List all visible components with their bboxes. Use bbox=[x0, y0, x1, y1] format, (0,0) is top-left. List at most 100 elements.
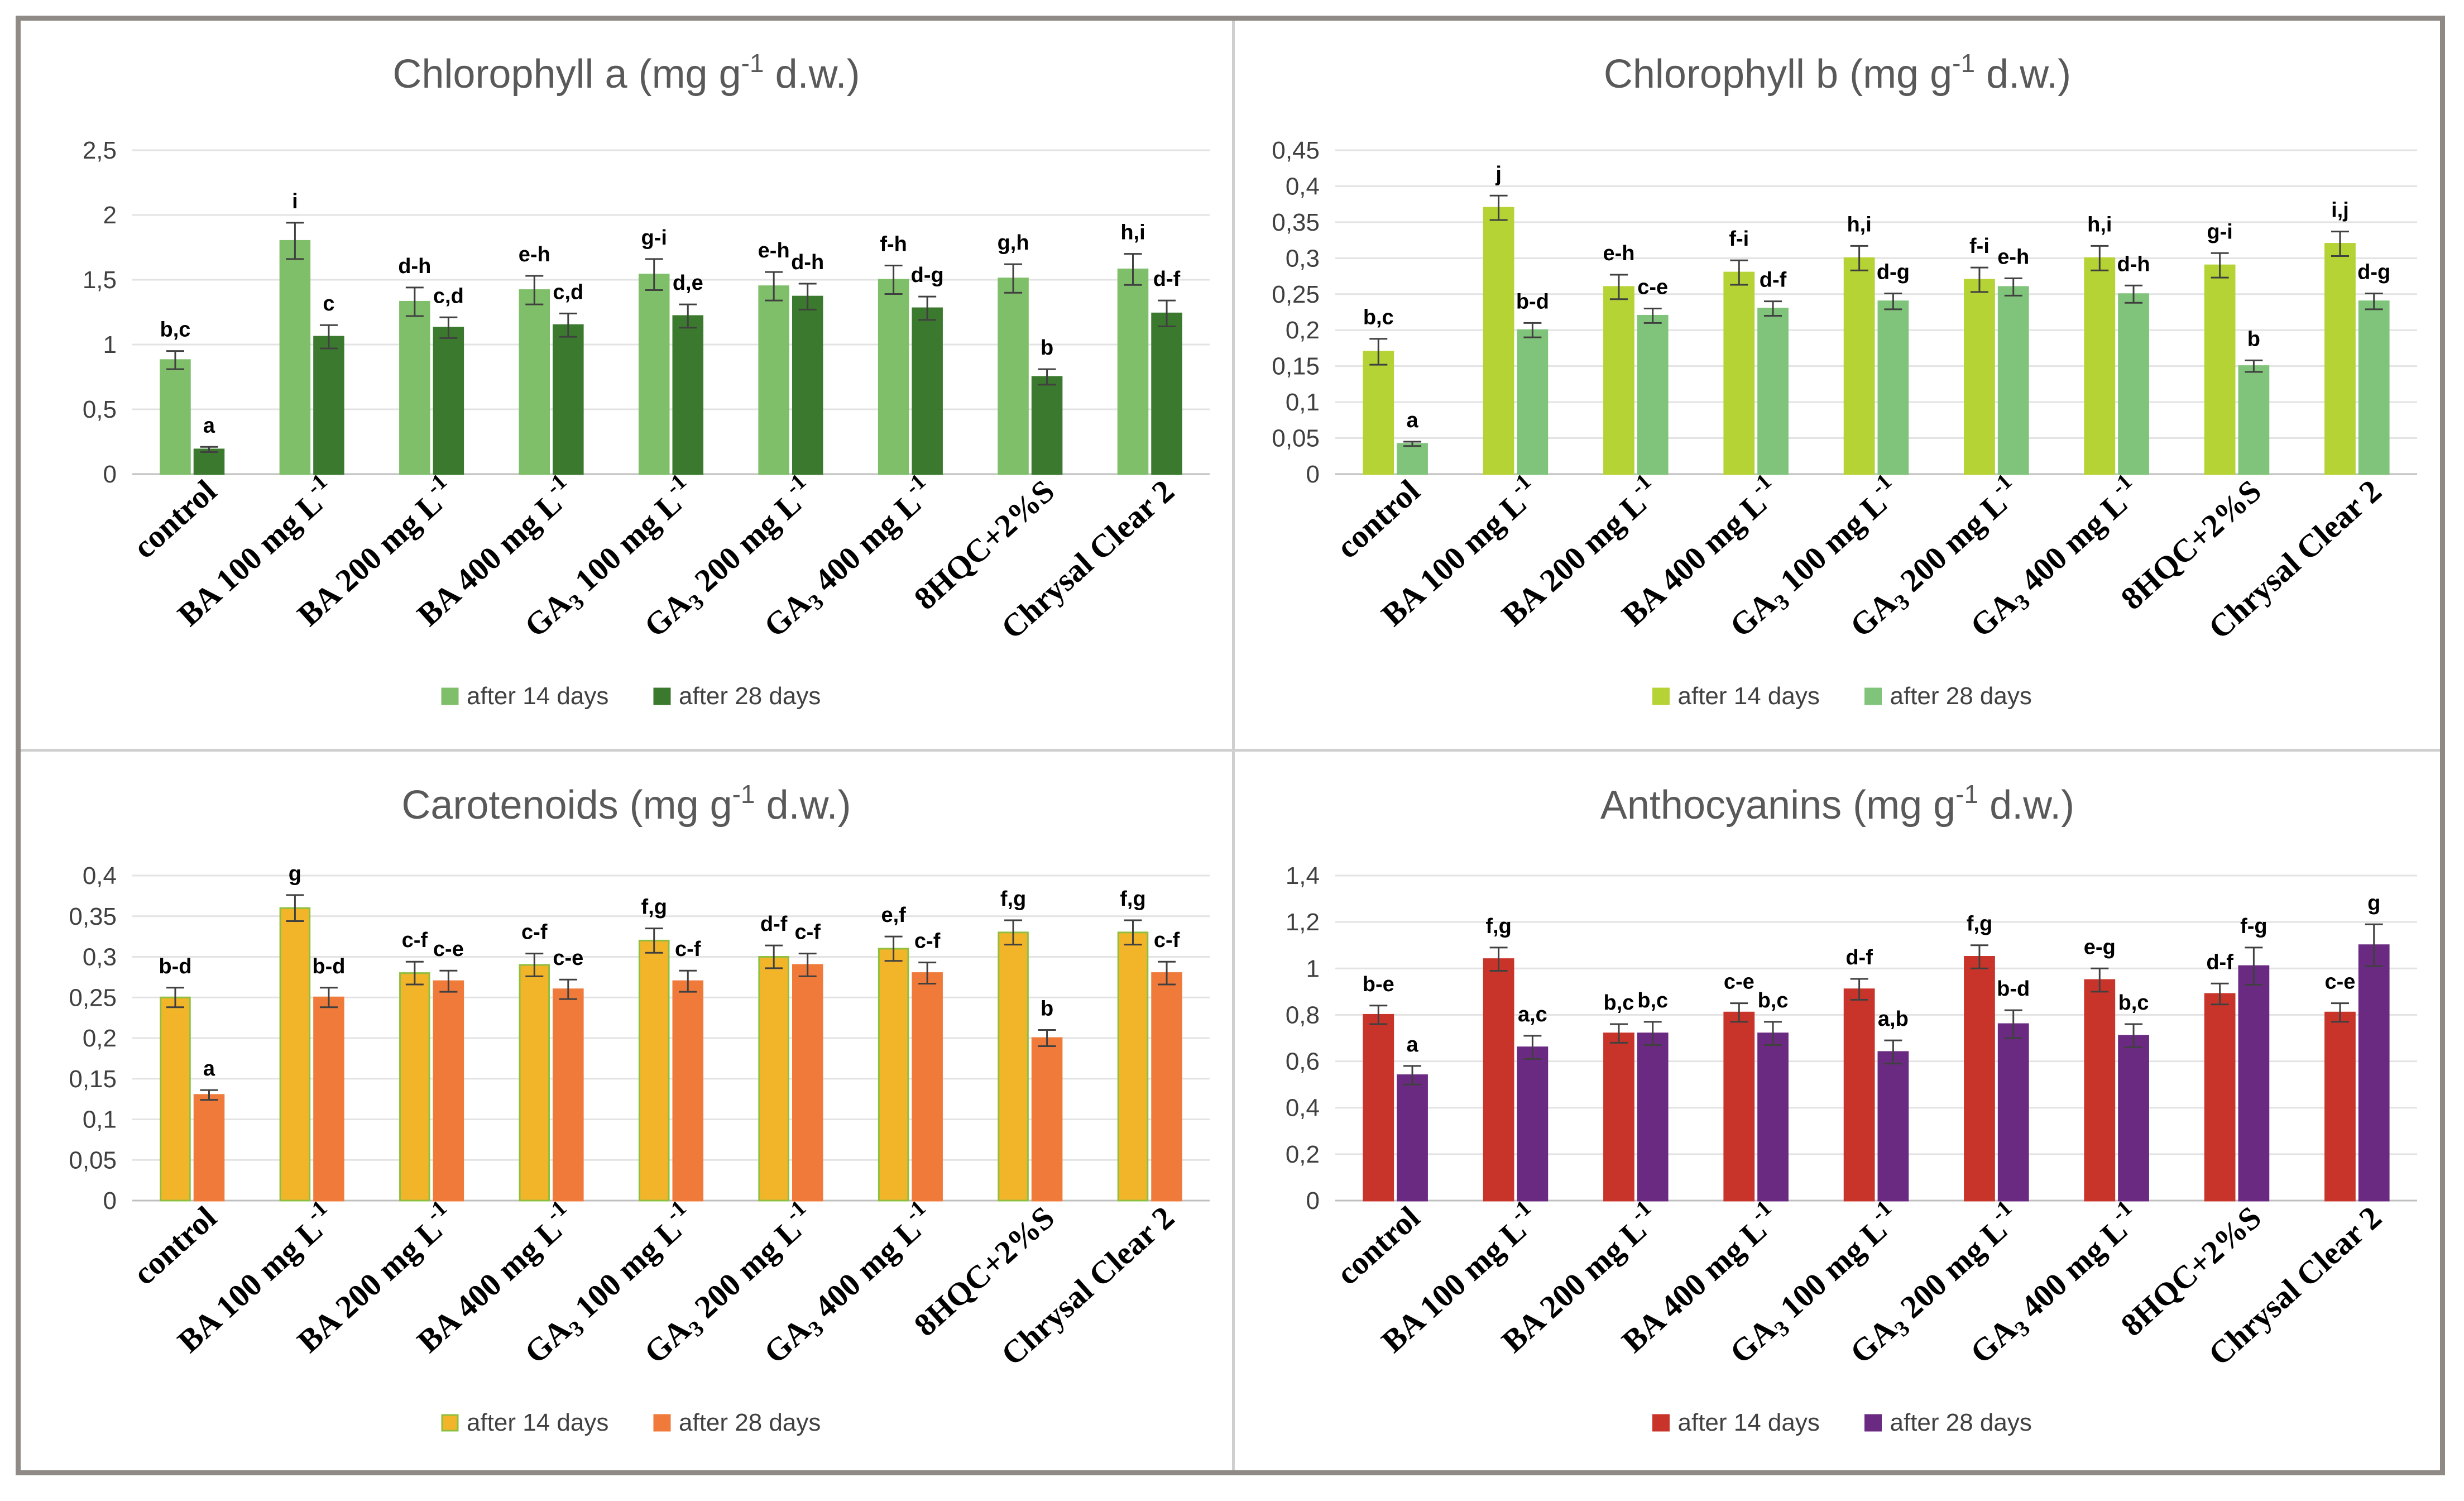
bar-14d bbox=[638, 274, 670, 475]
significance-label: c bbox=[323, 292, 334, 316]
significance-label: i bbox=[292, 190, 298, 213]
bar-28d bbox=[2358, 944, 2390, 1202]
significance-label: h,i bbox=[1847, 213, 1871, 236]
significance-label: c-f bbox=[675, 938, 701, 961]
category-label: control bbox=[1329, 1199, 1426, 1292]
chart-carotenoids: Carotenoids (mg g-1 d.w.) 0 0,05 0,1 0,15 0,2… bbox=[69, 780, 1210, 1436]
y-tick-label: 0,25 bbox=[1272, 281, 1320, 308]
legend-label: after 14 days bbox=[1678, 682, 1820, 710]
significance-label: f-g bbox=[2240, 915, 2268, 938]
bar-28d bbox=[1151, 312, 1182, 475]
y-tick-label: 0,15 bbox=[69, 1065, 117, 1093]
significance-label: b-e bbox=[1363, 973, 1394, 996]
y-tick-label: 0,35 bbox=[1272, 209, 1320, 236]
chart-title: Anthocyanins (mg g-1 d.w.) bbox=[1600, 780, 2074, 828]
bar-14d bbox=[758, 956, 789, 1202]
y-tick-label: 0,6 bbox=[1286, 1048, 1320, 1075]
significance-label: d-h bbox=[791, 251, 824, 274]
legend-swatch bbox=[653, 687, 671, 705]
y-tick-label: 0,5 bbox=[83, 396, 117, 423]
bar-28d bbox=[1997, 286, 2029, 475]
bar-28d bbox=[1031, 1037, 1063, 1202]
significance-label: g bbox=[2367, 891, 2380, 915]
significance-label: e-h bbox=[519, 243, 550, 266]
y-tick-label: 0,25 bbox=[69, 984, 117, 1011]
bar-14d bbox=[2204, 993, 2236, 1202]
category-label: control bbox=[126, 472, 223, 565]
bar-14d bbox=[878, 948, 909, 1202]
bar-28d bbox=[1151, 972, 1182, 1202]
bar-14d bbox=[1723, 1011, 1755, 1202]
bar-14d bbox=[1483, 207, 1514, 475]
bar-28d bbox=[792, 295, 823, 475]
bar-28d bbox=[672, 980, 704, 1202]
significance-label: b-d bbox=[312, 955, 345, 978]
bar-14d bbox=[1964, 956, 1995, 1202]
y-tick-label: 1,5 bbox=[83, 266, 117, 294]
significance-label: a bbox=[1406, 409, 1418, 432]
significance-label: f-i bbox=[1969, 235, 1990, 258]
bar-14d bbox=[2084, 257, 2116, 475]
bar-14d bbox=[160, 996, 191, 1202]
bar-28d bbox=[1637, 1032, 1669, 1202]
significance-label: b-d bbox=[1516, 290, 1549, 313]
bar-28d bbox=[433, 980, 464, 1202]
legend-swatch bbox=[1864, 687, 1882, 705]
significance-label: f-h bbox=[880, 232, 907, 256]
bar-14d bbox=[279, 240, 311, 475]
chart-title: Chlorophyll a (mg g-1 d.w.) bbox=[392, 49, 860, 97]
significance-label: c-e bbox=[553, 947, 583, 970]
bar-28d bbox=[1757, 1032, 1789, 1202]
significance-label: a,c bbox=[1518, 1003, 1547, 1026]
bar-14d bbox=[1117, 931, 1149, 1202]
legend-swatch bbox=[441, 1414, 459, 1432]
chart-chlorophyll-a: Chlorophyll a (mg g-1 d.w.) 0 0,5 1 1,5 2 2,5 b… bbox=[83, 49, 1210, 710]
significance-label: e-h bbox=[1603, 242, 1634, 265]
legend-label: after 28 days bbox=[1890, 682, 2032, 710]
significance-label: b bbox=[1041, 336, 1053, 360]
significance-label: i,j bbox=[2331, 199, 2349, 222]
significance-label: b,c bbox=[1758, 989, 1789, 1012]
chart-anthocyanins: Anthocyanins (mg g-1 d.w.) 0 0,2 0,4 0,6 0,8 1… bbox=[1286, 780, 2417, 1436]
legend-label: after 14 days bbox=[467, 1409, 608, 1436]
bar-14d bbox=[1964, 279, 1995, 475]
legend-swatch bbox=[1864, 1414, 1882, 1432]
significance-label: c-f bbox=[1154, 929, 1180, 952]
y-tick-label: 0,4 bbox=[1286, 1094, 1320, 1122]
significance-label: d-h bbox=[398, 255, 431, 278]
chart-title: Carotenoids (mg g-1 d.w.) bbox=[401, 780, 851, 828]
bar-28d bbox=[553, 988, 584, 1202]
significance-label: c-f bbox=[402, 929, 428, 952]
bar-14d bbox=[998, 931, 1029, 1202]
significance-label: g-i bbox=[2207, 220, 2232, 243]
bar-14d bbox=[2204, 264, 2236, 475]
significance-label: c-e bbox=[433, 938, 464, 961]
bar-14d bbox=[279, 907, 311, 1202]
significance-label: c,d bbox=[553, 280, 583, 304]
significance-label: h,i bbox=[2087, 213, 2112, 236]
bar-28d bbox=[1031, 376, 1063, 475]
significance-label: e,f bbox=[881, 904, 906, 927]
bar-28d bbox=[792, 964, 823, 1202]
legend-label: after 14 days bbox=[467, 682, 608, 710]
significance-label: c,d bbox=[433, 284, 464, 308]
bar-14d bbox=[519, 964, 550, 1202]
y-tick-label: 0,3 bbox=[1286, 245, 1320, 272]
y-tick-label: 0,4 bbox=[1286, 173, 1320, 200]
significance-label: c-f bbox=[794, 921, 821, 944]
significance-label: d-f bbox=[760, 912, 788, 936]
y-tick-label: 0,45 bbox=[1272, 137, 1320, 164]
legend-swatch bbox=[441, 687, 459, 705]
y-tick-label: 0 bbox=[103, 461, 117, 488]
y-tick-label: 0,1 bbox=[83, 1106, 117, 1134]
bar-14d bbox=[998, 278, 1029, 475]
significance-label: a bbox=[1406, 1033, 1418, 1057]
significance-label: f-i bbox=[1729, 227, 1749, 251]
y-tick-label: 1,2 bbox=[1286, 909, 1320, 936]
legend-label: after 28 days bbox=[679, 1409, 821, 1436]
significance-label: b,c bbox=[1363, 306, 1394, 329]
significance-label: a bbox=[203, 1057, 215, 1081]
bar-14d bbox=[1843, 257, 1875, 475]
significance-label: f,g bbox=[641, 896, 667, 919]
y-tick-label: 0,05 bbox=[69, 1146, 117, 1174]
